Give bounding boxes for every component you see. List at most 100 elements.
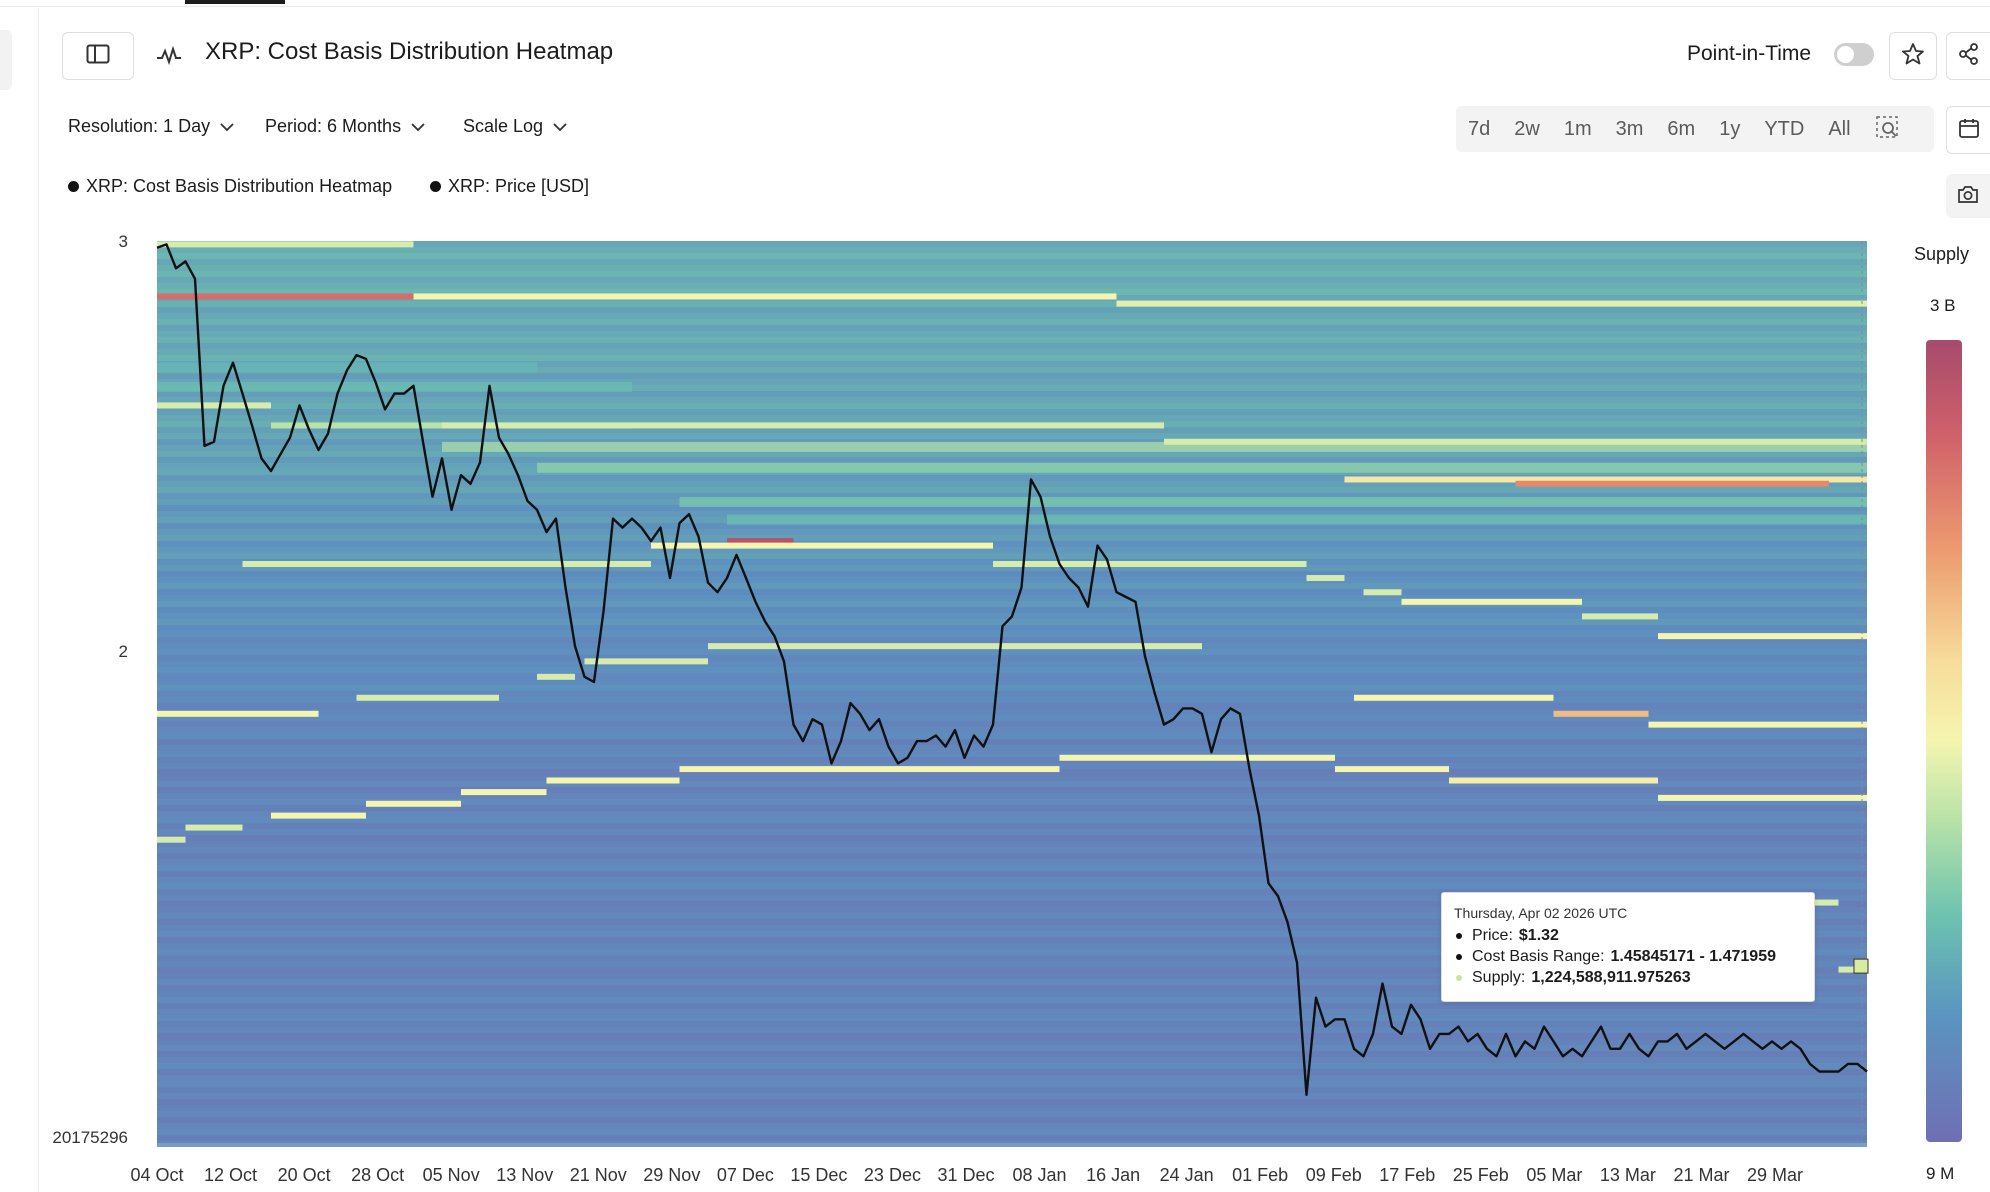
cost-basis-band <box>1202 754 1335 761</box>
heatmap-row <box>157 355 1867 361</box>
time-range-selector: 7d 2w 1m 3m 6m 1y YTD All <box>1456 106 1934 152</box>
heatmap-row <box>157 259 1867 265</box>
cost-basis-band <box>1363 589 1402 596</box>
legend-heatmap[interactable]: XRP: Cost Basis Distribution Heatmap <box>68 176 392 197</box>
cost-basis-band <box>537 673 575 680</box>
heatmap-row <box>157 277 1867 283</box>
heatmap-row <box>157 373 1867 379</box>
x-tick-label: 24 Jan <box>1160 1165 1214 1185</box>
heatmap-row <box>157 247 1867 253</box>
range-3m[interactable]: 3m <box>1615 117 1644 140</box>
range-6m[interactable]: 6m <box>1667 117 1696 140</box>
range-1m[interactable]: 1m <box>1563 117 1592 140</box>
x-tick-label: 05 Nov <box>423 1165 480 1185</box>
cost-basis-band <box>1116 300 1867 307</box>
heatmap-row <box>157 1087 1867 1093</box>
heatmap-row <box>157 649 1867 655</box>
y-tick-label: 20175296 <box>52 1128 128 1147</box>
range-all[interactable]: All <box>1828 117 1851 140</box>
resolution-dropdown[interactable]: Resolution: 1 Day <box>68 116 234 137</box>
y-tick-label: 2 <box>119 642 128 661</box>
heatmap-row <box>157 1039 1867 1045</box>
heatmap-row <box>157 751 1867 757</box>
colorbar-title: Supply <box>1914 244 1970 264</box>
heatmap-row <box>157 961 1867 967</box>
zoom-search-icon[interactable] <box>1875 115 1899 144</box>
period-dropdown[interactable]: Period: 6 Months <box>265 116 425 137</box>
x-tick-label: 29 Nov <box>643 1165 700 1185</box>
heatmap-row <box>157 835 1867 841</box>
heatmap-row <box>157 529 1867 535</box>
tooltip-price-value: $1.32 <box>1518 927 1559 944</box>
heatmap-row <box>157 817 1867 823</box>
x-tick-label: 05 Mar <box>1526 1165 1582 1185</box>
cost-basis-band <box>157 836 186 843</box>
heatmap-row <box>157 283 1867 289</box>
legend-price[interactable]: XRP: Price [USD] <box>430 176 589 197</box>
heatmap-row <box>157 901 1867 907</box>
heatmap-row <box>157 1135 1867 1141</box>
heatmap-row <box>157 949 1867 955</box>
heatmap-row <box>157 745 1867 751</box>
chevron-down-icon <box>553 116 567 137</box>
x-tick-label: 31 Dec <box>937 1165 994 1185</box>
heatmap-row <box>157 799 1867 805</box>
heatmap-row <box>157 307 1867 313</box>
heatmap-row <box>157 1099 1867 1105</box>
heatmap-row <box>157 1051 1867 1057</box>
heatmap-row <box>157 661 1867 667</box>
heatmap-row <box>157 523 1867 529</box>
range-7d[interactable]: 7d <box>1468 117 1491 140</box>
side-rail[interactable] <box>0 30 12 90</box>
heatmap-row <box>157 919 1867 925</box>
date-picker-button[interactable] <box>1946 106 1990 154</box>
cost-basis-band <box>1658 633 1867 640</box>
x-tick-label: 16 Jan <box>1086 1165 1140 1185</box>
cost-basis-band <box>157 241 414 248</box>
heatmap-row <box>157 1003 1867 1009</box>
heatmap-row <box>157 781 1867 787</box>
metric-pulse-icon <box>154 40 184 70</box>
favorite-button[interactable] <box>1889 32 1937 80</box>
chevron-down-icon <box>411 116 425 137</box>
sidebar-panel-icon <box>86 44 110 69</box>
range-ytd[interactable]: YTD <box>1764 117 1805 140</box>
heatmap-row <box>157 379 1867 385</box>
heatmap-haze-row <box>157 362 537 373</box>
range-1y[interactable]: 1y <box>1719 117 1741 140</box>
point-in-time-toggle[interactable] <box>1834 43 1874 66</box>
heatmap-row <box>157 973 1867 979</box>
heatmap-row <box>157 685 1867 691</box>
heatmap-row <box>157 1123 1867 1129</box>
cost-basis-band <box>157 710 319 717</box>
cost-basis-band <box>1306 575 1345 582</box>
toggle-sidebar-button[interactable] <box>62 32 134 80</box>
hover-cell-marker <box>1853 958 1869 974</box>
heatmap-row <box>157 847 1867 853</box>
cost-basis-band <box>993 561 1307 568</box>
share-button[interactable] <box>1946 32 1990 80</box>
cost-basis-band <box>546 777 680 784</box>
heatmap-row <box>157 667 1867 673</box>
heatmap-row <box>157 733 1867 739</box>
cost-basis-band <box>413 293 1117 300</box>
heatmap-row <box>157 343 1867 349</box>
active-tab-indicator <box>185 0 285 4</box>
star-icon <box>1901 42 1925 71</box>
range-2w[interactable]: 2w <box>1514 117 1540 140</box>
screenshot-button[interactable] <box>1946 174 1990 218</box>
legend-dot <box>68 181 79 192</box>
cost-basis-band <box>679 766 1060 773</box>
heatmap-row <box>157 727 1867 733</box>
heatmap-row <box>157 595 1867 601</box>
heatmap-row <box>157 1141 1867 1147</box>
bullet <box>1456 933 1462 939</box>
heatmap-row <box>157 721 1867 727</box>
heatmap-row <box>157 865 1867 871</box>
share-icon <box>1958 42 1980 70</box>
heatmap-haze-row <box>537 462 1867 473</box>
heatmap-row <box>157 541 1867 547</box>
scale-dropdown[interactable]: Scale Log <box>463 116 567 137</box>
heatmap-row <box>157 943 1867 949</box>
